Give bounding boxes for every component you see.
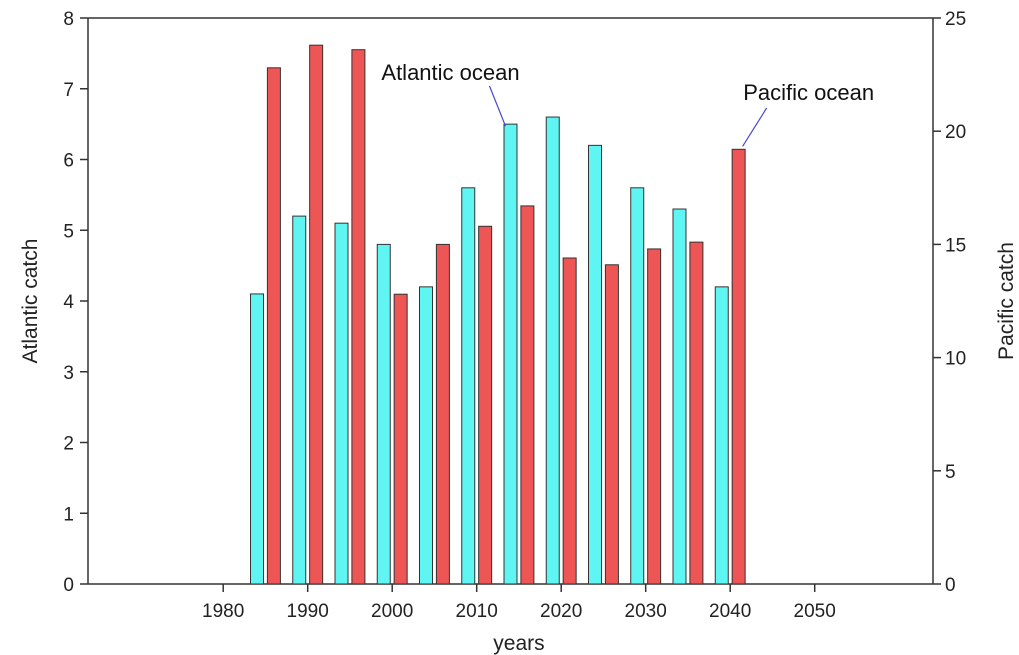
y-right-tick-label: 10 [945, 349, 966, 370]
y-left-tick-label: 7 [63, 80, 74, 101]
y-right-tick-label: 0 [945, 575, 956, 596]
atlantic-bar [503, 123, 518, 585]
atlantic-bar [250, 293, 264, 585]
pacific-bar [351, 49, 366, 585]
atlantic-bar [545, 116, 560, 585]
y-left-axis-title: Atlantic catch [19, 239, 42, 364]
x-axis-title: years [493, 632, 544, 655]
pacific-annotation: Pacific ocean [743, 80, 874, 105]
y-left-tick-label: 4 [63, 292, 74, 313]
atlantic-annotation: Atlantic ocean [381, 60, 519, 85]
y-right-tick-label: 25 [945, 9, 966, 30]
pacific-bar [309, 44, 324, 585]
y-left-tick-label: 5 [63, 221, 74, 242]
x-tick-label: 2050 [794, 601, 836, 622]
y-right-tick-label: 15 [945, 235, 966, 256]
pacific-bar [562, 257, 577, 585]
pacific-bar [689, 241, 704, 585]
pacific-bar [731, 148, 746, 585]
atlantic-bar [334, 222, 349, 585]
pacific-bar [478, 225, 493, 585]
atlantic-bar [672, 208, 687, 585]
y-left-tick-label: 6 [63, 151, 74, 172]
y-right-axis-title: Pacific catch [995, 242, 1018, 360]
pacific-bar [520, 205, 535, 585]
pacific-bar [647, 248, 662, 585]
pacific-bar [604, 264, 619, 585]
x-tick-label: 1980 [202, 601, 244, 622]
y-right-tick-label: 20 [945, 122, 966, 143]
y-left-tick-label: 0 [63, 575, 74, 596]
x-tick-label: 2030 [625, 601, 667, 622]
y-left-tick-label: 2 [63, 434, 74, 455]
y-left-tick-label: 8 [63, 9, 74, 30]
atlantic-bar [376, 243, 391, 585]
x-tick-label: 2010 [456, 601, 498, 622]
atlantic-bar [630, 187, 645, 585]
y-left-tick-label: 3 [63, 363, 74, 384]
pacific-bar [266, 67, 281, 585]
atlantic-bar [419, 286, 433, 585]
x-tick-label: 2040 [709, 601, 751, 622]
atlantic-bar [588, 144, 602, 585]
pacific-bar [393, 293, 408, 585]
atlantic-bar [292, 215, 307, 585]
x-tick-label: 1990 [287, 601, 329, 622]
x-tick-label: 2000 [371, 601, 413, 622]
atlantic-bar [461, 187, 476, 585]
atlantic-leader-line [488, 85, 507, 127]
x-tick-label: 2020 [540, 601, 582, 622]
plot-area: 0 1 2 3 4 5 6 7 8 0 5 10 15 20 25 1980 1990 2000 2010 2020 2… [19, 9, 1018, 655]
atlantic-bar [714, 286, 729, 585]
y-right-tick-label: 5 [945, 462, 956, 483]
y-left-tick-label: 1 [63, 504, 74, 525]
pacific-leader-line [742, 107, 768, 147]
pacific-bar [435, 243, 450, 585]
